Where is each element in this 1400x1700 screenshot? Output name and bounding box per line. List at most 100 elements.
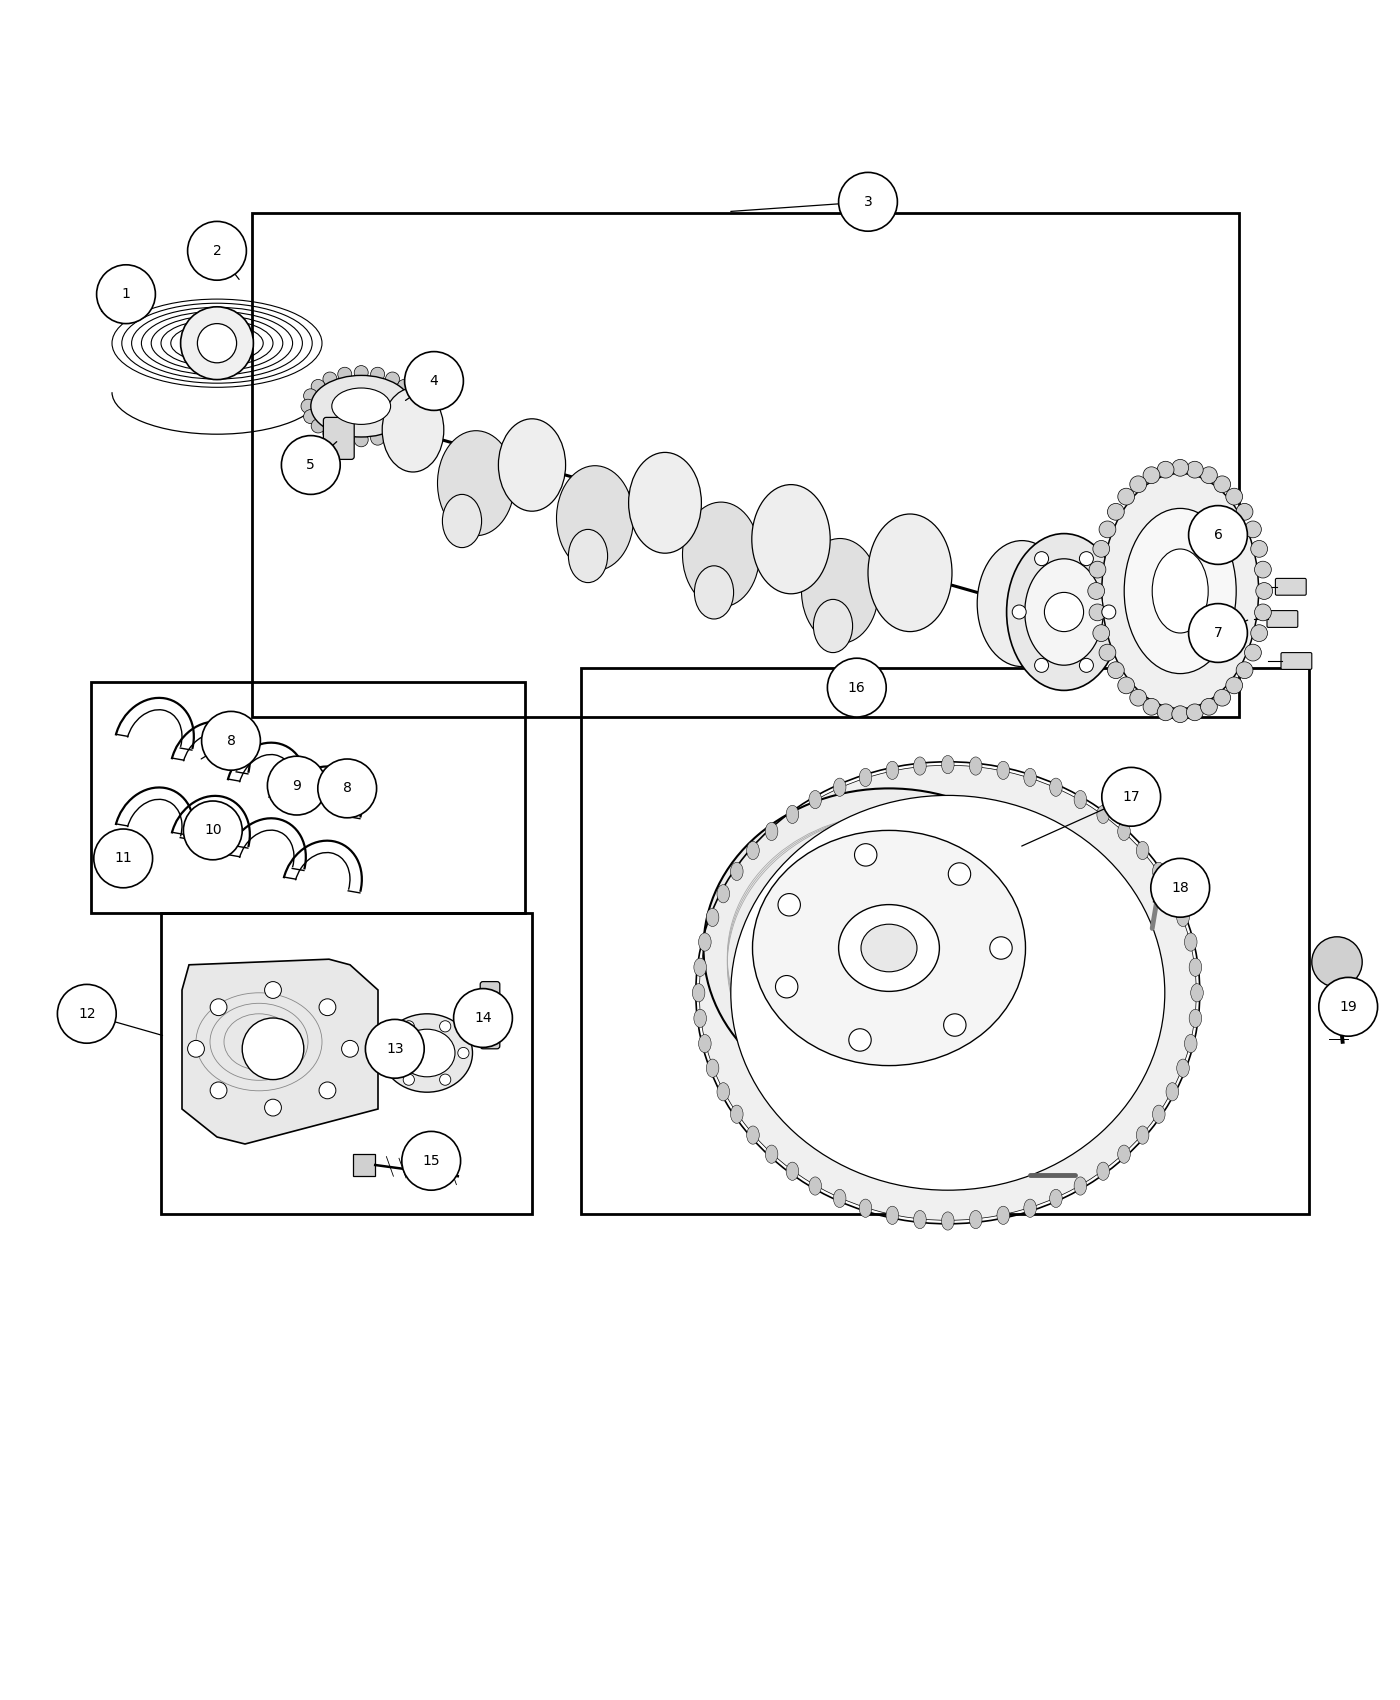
Circle shape	[354, 366, 368, 379]
Circle shape	[1245, 644, 1261, 661]
Circle shape	[398, 418, 412, 434]
Text: 19: 19	[1340, 1000, 1357, 1013]
Circle shape	[210, 1081, 227, 1098]
Circle shape	[188, 1040, 204, 1057]
Ellipse shape	[699, 933, 711, 950]
Ellipse shape	[753, 830, 1025, 1066]
Circle shape	[265, 981, 281, 998]
Circle shape	[318, 758, 377, 818]
Circle shape	[405, 389, 419, 403]
Ellipse shape	[1117, 1146, 1130, 1163]
Ellipse shape	[969, 756, 981, 775]
Circle shape	[323, 427, 337, 440]
Ellipse shape	[942, 1212, 955, 1231]
Ellipse shape	[1166, 1083, 1179, 1102]
Ellipse shape	[1137, 1125, 1149, 1144]
Ellipse shape	[809, 1176, 822, 1195]
Circle shape	[1158, 461, 1175, 478]
Circle shape	[304, 410, 318, 423]
Circle shape	[458, 1047, 469, 1059]
Circle shape	[1186, 704, 1203, 721]
Circle shape	[301, 400, 315, 413]
Ellipse shape	[1184, 1035, 1197, 1052]
Ellipse shape	[977, 541, 1067, 666]
Circle shape	[337, 367, 351, 381]
Text: 4: 4	[430, 374, 438, 388]
Circle shape	[1093, 624, 1110, 641]
Ellipse shape	[861, 925, 917, 972]
Ellipse shape	[1117, 823, 1130, 840]
Ellipse shape	[1096, 1163, 1109, 1180]
Circle shape	[210, 1000, 227, 1015]
Circle shape	[1189, 604, 1247, 663]
Ellipse shape	[731, 796, 1165, 1190]
Ellipse shape	[694, 566, 734, 619]
Ellipse shape	[1184, 933, 1197, 950]
Circle shape	[319, 1000, 336, 1015]
Circle shape	[242, 1018, 304, 1080]
Circle shape	[1099, 520, 1116, 537]
Circle shape	[1102, 767, 1161, 826]
Ellipse shape	[332, 388, 391, 425]
Ellipse shape	[801, 539, 879, 644]
Ellipse shape	[1124, 508, 1236, 673]
Text: 1: 1	[122, 287, 130, 301]
Circle shape	[854, 843, 876, 865]
FancyBboxPatch shape	[1275, 578, 1306, 595]
Circle shape	[1079, 658, 1093, 672]
Circle shape	[1186, 461, 1203, 478]
Ellipse shape	[833, 779, 846, 796]
Ellipse shape	[629, 452, 701, 552]
Text: 2: 2	[213, 243, 221, 258]
Circle shape	[197, 323, 237, 362]
Ellipse shape	[382, 388, 444, 473]
Circle shape	[267, 756, 326, 814]
Ellipse shape	[700, 765, 1197, 1221]
Circle shape	[1089, 561, 1106, 578]
Circle shape	[1319, 977, 1378, 1037]
Ellipse shape	[969, 1210, 981, 1229]
Circle shape	[385, 372, 399, 386]
Circle shape	[1044, 592, 1084, 632]
FancyBboxPatch shape	[101, 291, 132, 311]
Circle shape	[776, 976, 798, 998]
Circle shape	[1214, 476, 1231, 493]
Ellipse shape	[683, 502, 759, 607]
Circle shape	[1226, 488, 1243, 505]
Circle shape	[403, 1074, 414, 1085]
Ellipse shape	[833, 1190, 846, 1207]
Ellipse shape	[1189, 1010, 1201, 1027]
Circle shape	[827, 658, 886, 717]
Circle shape	[1172, 459, 1189, 476]
Ellipse shape	[694, 959, 707, 976]
Ellipse shape	[311, 376, 412, 437]
Circle shape	[1151, 858, 1210, 918]
Circle shape	[311, 379, 325, 393]
Circle shape	[94, 830, 153, 887]
Ellipse shape	[1023, 1198, 1036, 1217]
Ellipse shape	[498, 418, 566, 512]
Ellipse shape	[731, 862, 743, 881]
Ellipse shape	[1152, 549, 1208, 632]
Circle shape	[319, 1081, 336, 1098]
FancyBboxPatch shape	[1281, 653, 1312, 670]
Ellipse shape	[438, 430, 515, 536]
Ellipse shape	[942, 755, 955, 774]
Ellipse shape	[997, 762, 1009, 779]
FancyBboxPatch shape	[480, 981, 500, 1049]
Text: 11: 11	[115, 852, 132, 865]
Ellipse shape	[693, 984, 704, 1001]
Ellipse shape	[717, 884, 729, 903]
Circle shape	[385, 427, 399, 440]
Text: 9: 9	[293, 779, 301, 792]
Circle shape	[1142, 468, 1159, 483]
Ellipse shape	[1050, 1190, 1063, 1207]
Ellipse shape	[442, 495, 482, 547]
Circle shape	[440, 1074, 451, 1085]
Circle shape	[1214, 688, 1231, 705]
Ellipse shape	[886, 1207, 899, 1224]
Ellipse shape	[787, 806, 799, 823]
Circle shape	[1089, 604, 1106, 620]
Circle shape	[311, 418, 325, 434]
FancyBboxPatch shape	[323, 418, 354, 459]
